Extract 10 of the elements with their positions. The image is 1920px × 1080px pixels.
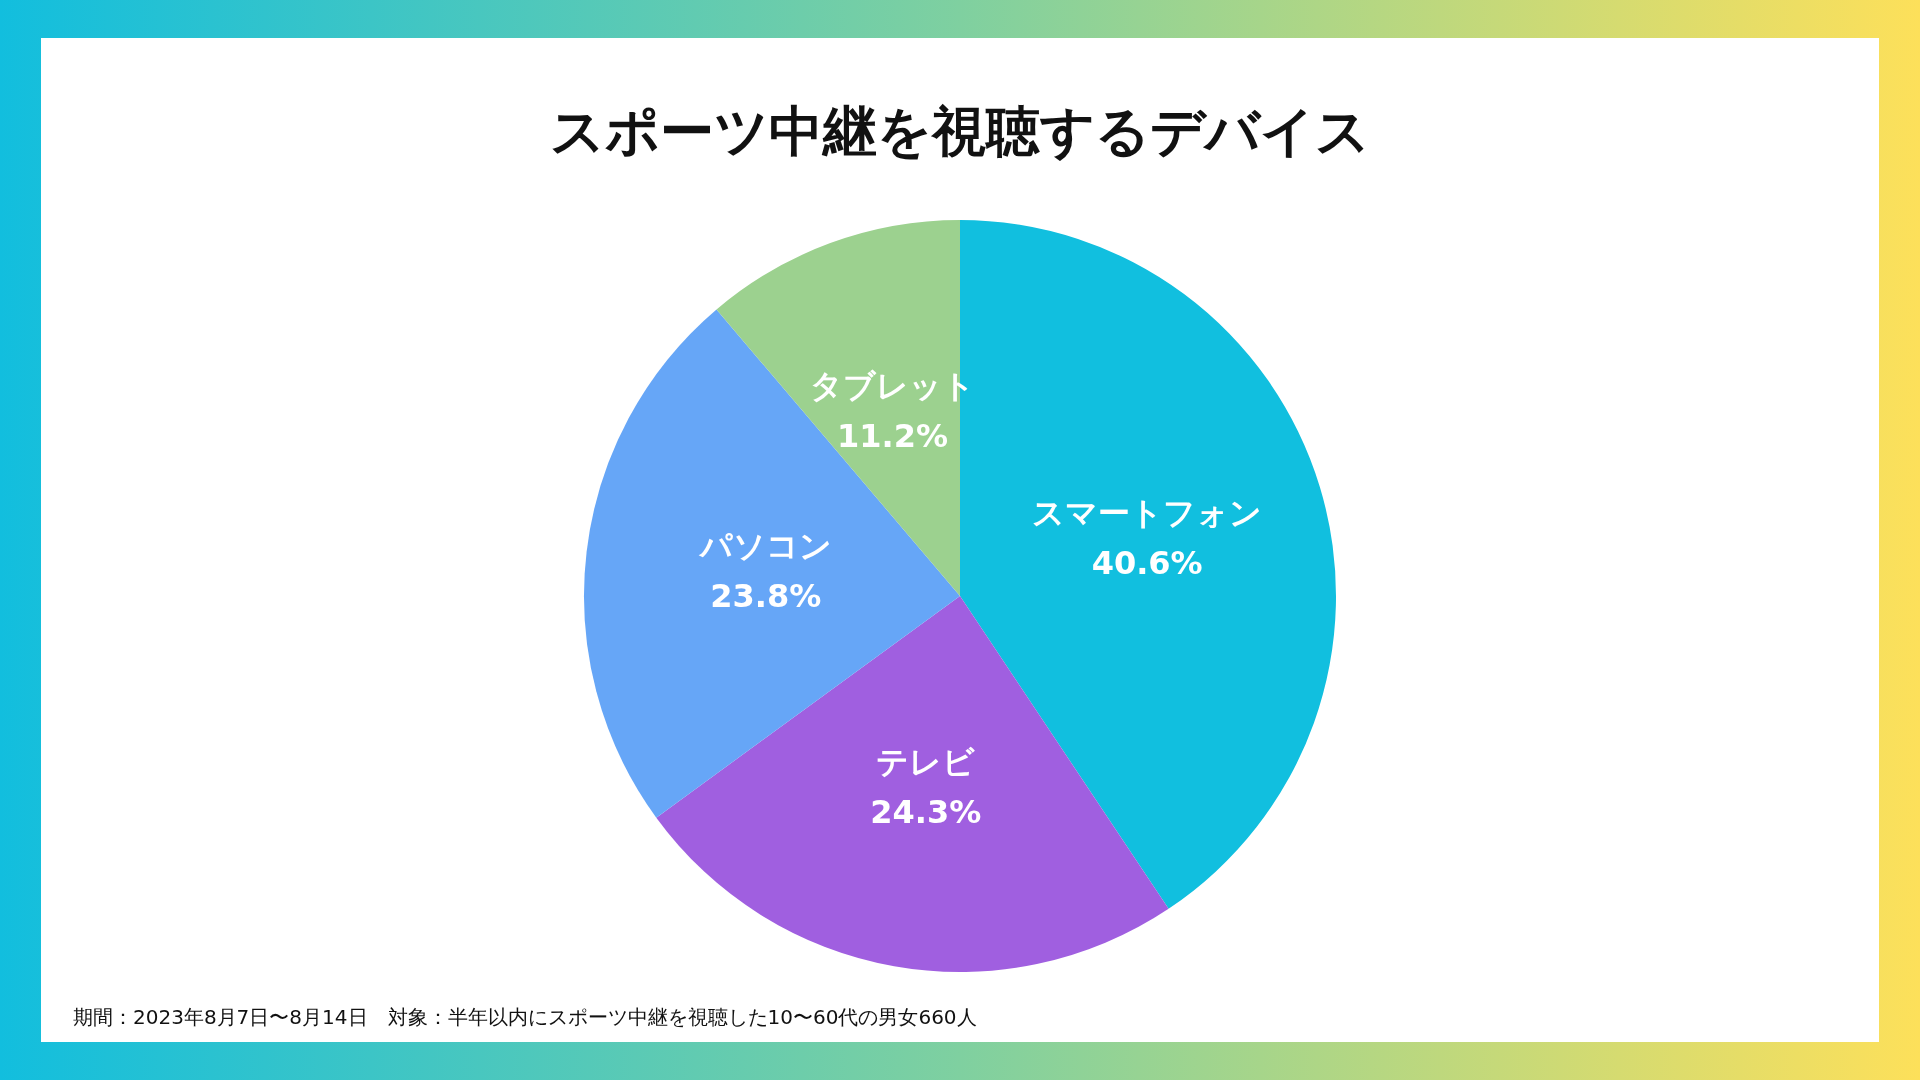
data-label: 40.6% bbox=[1091, 543, 1203, 582]
chart-title: スポーツ中継を視聴するデバイス bbox=[549, 99, 1371, 165]
slice-label: タブレット bbox=[810, 366, 976, 405]
data-label: 11.2% bbox=[837, 416, 949, 455]
data-label: 24.3% bbox=[870, 792, 982, 831]
data-label: 23.8% bbox=[710, 577, 822, 616]
slice-label: テレビ bbox=[876, 742, 976, 781]
slice-label: スマートフォン bbox=[1032, 493, 1263, 532]
text: 期間：2023年8月7日〜8月14日 対象：半年以内にスポーツ中継を視聴した10〜60代の男女660人 bbox=[73, 1004, 977, 1031]
slice-label: パソコン bbox=[697, 527, 832, 566]
